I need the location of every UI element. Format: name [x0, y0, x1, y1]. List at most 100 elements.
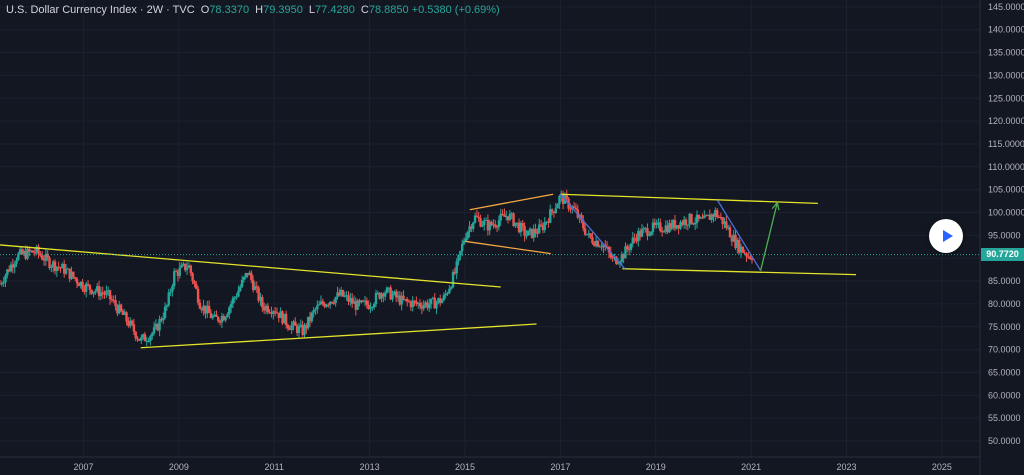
candle-body	[602, 244, 605, 248]
candle-body	[424, 302, 427, 306]
candle-body	[666, 225, 669, 233]
candle-body	[213, 314, 216, 317]
candle-body	[180, 265, 183, 268]
candle-body	[79, 281, 82, 287]
candle-body	[57, 266, 60, 268]
last-price-tag: 90.7720	[981, 248, 1024, 262]
candle-body	[136, 338, 139, 340]
candle-body	[107, 290, 110, 292]
trendline[interactable]	[469, 193, 554, 211]
candle-body	[204, 305, 207, 314]
candle-body	[123, 312, 126, 315]
candle-body	[187, 265, 191, 268]
drawing-tools-layer[interactable]	[0, 193, 857, 349]
candle-body	[26, 248, 29, 259]
candle-body	[50, 266, 53, 268]
candle-body	[409, 301, 413, 308]
y-tick-label: 135.0000	[988, 48, 1024, 58]
candle-body	[466, 231, 469, 239]
high-label: H	[255, 4, 264, 16]
candle-body	[446, 293, 449, 295]
candle-body	[20, 249, 24, 255]
target-arrow[interactable]	[760, 202, 778, 271]
candle-body	[620, 254, 623, 262]
candle-body	[389, 287, 392, 300]
candle-body	[528, 228, 532, 231]
x-tick-label: 2025	[932, 462, 952, 472]
y-tick-label: 145.0000	[988, 2, 1024, 12]
candle-body	[182, 263, 185, 266]
trendline[interactable]	[464, 240, 551, 255]
candle-body	[703, 215, 706, 219]
candle-body	[103, 293, 106, 295]
candle-body	[400, 295, 403, 305]
candle-body	[281, 311, 284, 324]
play-button[interactable]	[929, 219, 963, 253]
candle-body	[277, 312, 280, 318]
candle-body	[363, 300, 367, 302]
candle-body	[673, 220, 677, 229]
symbol-title[interactable]: U.S. Dollar Currency Index · 2W · TVC	[6, 4, 195, 16]
candle-body	[110, 299, 114, 301]
candle-body	[290, 325, 293, 330]
candle-body	[706, 214, 710, 216]
candle-body	[552, 211, 556, 213]
candle-body	[439, 298, 442, 304]
candle-body	[387, 287, 391, 289]
candle-body	[598, 246, 601, 248]
candle-body	[402, 295, 405, 300]
candle-body	[74, 277, 77, 279]
candle-body	[484, 219, 488, 221]
trendline[interactable]	[622, 268, 857, 276]
candle-body	[99, 292, 103, 297]
candle-body	[40, 255, 44, 260]
candle-body	[341, 290, 345, 297]
candle-body	[233, 297, 236, 299]
candle-body	[704, 215, 708, 217]
candle-body	[299, 324, 303, 327]
candle-body	[541, 225, 545, 231]
candle-body	[264, 305, 268, 311]
candle-body	[154, 324, 158, 328]
candle-body	[391, 294, 394, 300]
candle-body	[499, 213, 502, 221]
candle-body	[398, 295, 402, 305]
candle-body	[477, 216, 480, 219]
candle-body	[730, 237, 734, 242]
trendline[interactable]	[140, 323, 537, 349]
candle-body	[450, 287, 453, 289]
candle-body	[314, 309, 317, 311]
high-value: 79.3950	[263, 4, 303, 16]
candle-body	[116, 306, 119, 314]
candle-body	[556, 204, 559, 209]
candle-body	[81, 281, 84, 290]
candle-body	[248, 272, 251, 276]
candle-body	[55, 266, 59, 272]
trendline[interactable]	[560, 193, 818, 205]
trendline[interactable]	[559, 193, 626, 270]
candle-body	[253, 286, 257, 290]
candle-body	[747, 256, 750, 258]
candle-body	[306, 316, 310, 329]
candle-body	[86, 283, 90, 285]
y-axis[interactable]: 145.0000 140.0000 135.0000 130.0000 125.0000…	[988, 2, 1024, 446]
candle-body	[668, 223, 671, 233]
trendline[interactable]	[0, 244, 501, 288]
candle-body	[681, 222, 684, 225]
candle-body	[737, 239, 741, 253]
candle-body	[217, 316, 220, 322]
candle-body	[506, 216, 510, 221]
chart-legend-header: U.S. Dollar Currency Index · 2W · TVC O7…	[6, 4, 500, 16]
candle-body	[715, 210, 719, 217]
candle-body	[77, 283, 81, 287]
candle-body	[240, 279, 244, 287]
x-axis[interactable]: 2007 2009 2011 2013 2015 2017 2019 2021 2023 2025	[73, 462, 951, 472]
candle-body	[184, 263, 187, 271]
trendline[interactable]	[717, 200, 762, 271]
candle-body	[354, 301, 358, 310]
close-value: 78.8850	[368, 4, 409, 16]
y-tick-label: 130.0000	[988, 70, 1024, 80]
candle-body	[688, 213, 691, 225]
candle-body	[468, 226, 471, 232]
